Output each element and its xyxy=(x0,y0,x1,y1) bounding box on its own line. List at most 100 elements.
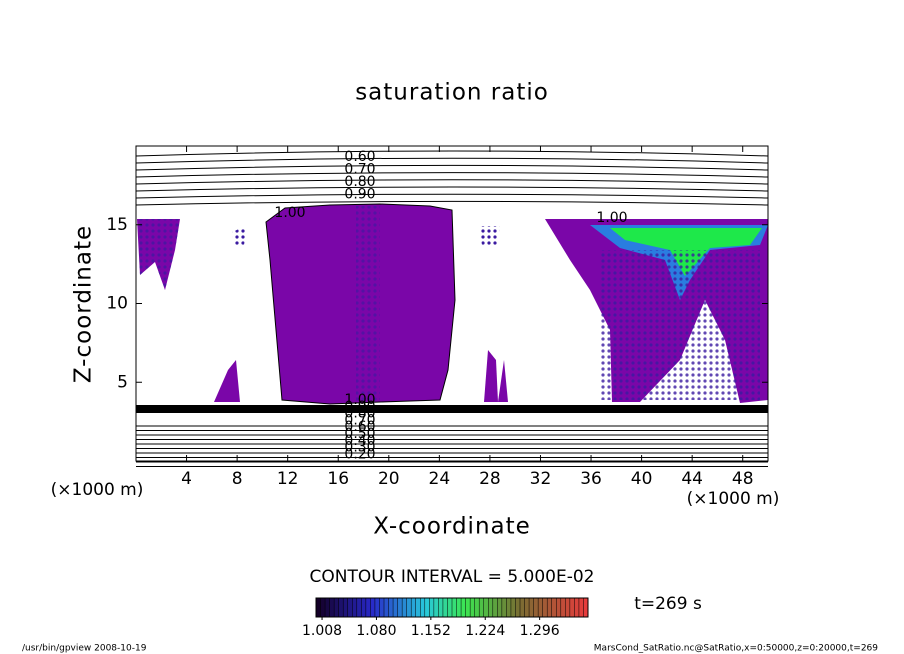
colorbar-tick-label: 1.008 xyxy=(302,623,342,639)
colorbar-cell xyxy=(501,598,507,617)
contour-label: 0.50 xyxy=(344,426,375,442)
colorbar-cell xyxy=(542,598,548,617)
colorbar-frame xyxy=(315,597,589,618)
contour-label: 0.70 xyxy=(344,162,375,178)
contour-label: 0.70 xyxy=(344,412,375,428)
x-tick-label: 32 xyxy=(530,469,552,489)
x-tick-label: 20 xyxy=(378,469,400,489)
x-tick-label: 28 xyxy=(479,469,501,489)
x-tick-label: 8 xyxy=(232,469,243,489)
colorbar-cell xyxy=(370,598,376,617)
x-axis-label: X-coordinate xyxy=(373,514,531,540)
contour-label: 0.20 xyxy=(344,446,375,462)
colorbar-cell xyxy=(397,598,403,617)
footer-left: /usr/bin/gpview 2008-10-19 xyxy=(22,644,147,654)
colorbar-cell xyxy=(483,598,489,617)
contour-label: 1.00 xyxy=(344,392,375,408)
colorbar-cell xyxy=(442,598,448,617)
colorbar-cell xyxy=(320,598,326,617)
colorbar-cell xyxy=(492,598,498,617)
contour-line xyxy=(135,157,769,164)
colorbar-cell xyxy=(470,598,476,617)
colorbar-cell xyxy=(356,598,362,617)
y-tick-label: 5 xyxy=(117,372,128,392)
contour-lines xyxy=(135,150,769,467)
x-tick-label: 12 xyxy=(277,469,299,489)
colorbar-cell xyxy=(415,598,421,617)
colorbar-tick-label: 1.224 xyxy=(465,623,505,639)
colorbar-cell xyxy=(406,598,412,617)
y-tick-label: 15 xyxy=(106,215,128,235)
colorbar-cell xyxy=(361,598,367,617)
colorbar-cell xyxy=(429,598,435,617)
colorbar-tick-label: 1.080 xyxy=(356,623,396,639)
y-tick-label: 10 xyxy=(106,294,128,314)
x-tick-label: 48 xyxy=(732,469,754,489)
colorbar-cell xyxy=(411,598,417,617)
y-axis-label: Z-coordinate xyxy=(71,225,97,383)
x-unit-label: (×1000 m) xyxy=(51,480,144,500)
colorbar-cell xyxy=(529,598,535,617)
colorbar-cell xyxy=(393,598,399,617)
colorbar-cell xyxy=(447,598,453,617)
contour-line xyxy=(135,164,769,171)
colorbar-cell xyxy=(420,598,426,617)
chart-title: saturation ratio xyxy=(355,80,549,106)
colorbar-cell xyxy=(515,598,521,617)
colorbar-cell xyxy=(379,598,385,617)
colorbar-cell xyxy=(565,598,571,617)
colorbar-cell xyxy=(465,598,471,617)
colorbar-cell xyxy=(551,598,557,617)
contour-label: 1.00 xyxy=(596,210,627,226)
contour-line xyxy=(135,172,769,178)
contour-line xyxy=(135,193,769,199)
footer-right: MarsCond_SatRatio.nc@SatRatio,x=0:50000,… xyxy=(594,644,878,654)
colorbar-cell xyxy=(497,598,503,617)
colorbar-cell xyxy=(510,598,516,617)
colorbar-cell xyxy=(461,598,467,617)
contour-label: 0.60 xyxy=(344,149,375,165)
colorbar-cell xyxy=(325,598,331,617)
colorbar-cell xyxy=(569,598,575,617)
time-label: t=269 s xyxy=(634,594,702,614)
colorbar-cell xyxy=(533,598,539,617)
colorbar-cell xyxy=(479,598,485,617)
colorbar-cell xyxy=(538,598,544,617)
colorbar-cell xyxy=(574,598,580,617)
colorbar-cell xyxy=(452,598,458,617)
colorbar-cell xyxy=(338,598,344,617)
colorbar-cell xyxy=(384,598,390,617)
colorbar-cell xyxy=(347,598,353,617)
colorbar-cell xyxy=(474,598,480,617)
colorbar-cell xyxy=(520,598,526,617)
contour-label: 1.00 xyxy=(274,205,305,221)
colorbar-cell xyxy=(343,598,349,617)
colorbar: 1.008 1.080 1.152 1.224 1.296 xyxy=(302,597,589,639)
colorbar-cell xyxy=(506,598,512,617)
colorbar-cell xyxy=(578,598,584,617)
contour-label: 0.80 xyxy=(344,406,375,422)
contour-label: 0.60 xyxy=(344,419,375,435)
contour-line xyxy=(135,150,769,157)
colorbar-cell xyxy=(424,598,430,617)
contour-line xyxy=(135,179,769,185)
colorbar-cell xyxy=(352,598,358,617)
x-tick-label: 4 xyxy=(181,469,192,489)
colorbar-cell xyxy=(334,598,340,617)
x-unit-label: (×1000 m) xyxy=(687,489,780,509)
contour-line xyxy=(135,200,769,206)
colorbar-tick-label: 1.152 xyxy=(411,623,451,639)
contour-interval: CONTOUR INTERVAL = 5.000E-02 xyxy=(310,567,595,587)
colorbar-cell xyxy=(560,598,566,617)
x-tick-label: 44 xyxy=(681,469,703,489)
colorbar-cell xyxy=(402,598,408,617)
colorbar-tick-label: 1.296 xyxy=(520,623,560,639)
contour-label: 0.80 xyxy=(344,174,375,190)
colorbar-cell xyxy=(583,598,589,617)
colorbar-cell xyxy=(547,598,553,617)
x-tick-label: 16 xyxy=(327,469,349,489)
colorbar-cell xyxy=(456,598,462,617)
colorbar-cell xyxy=(329,598,335,617)
contour-line xyxy=(135,186,769,192)
